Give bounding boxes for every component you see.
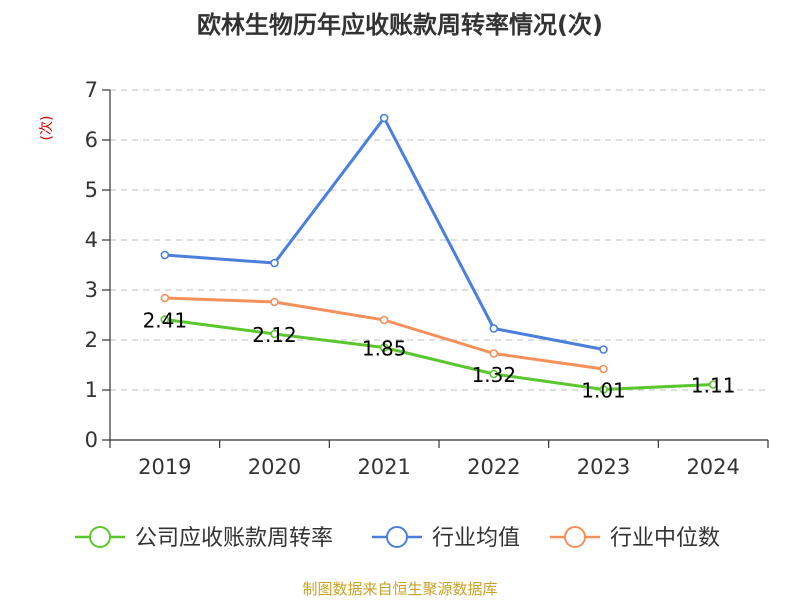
legend-marker [89, 526, 111, 548]
series-2 [160, 293, 608, 374]
series-line [164, 116, 604, 351]
legend-label: 行业均值 [432, 526, 520, 551]
data-label: 1.32 [472, 363, 517, 387]
legend-marker [386, 526, 408, 548]
chart-title: 欧林生物历年应收账款周转率情况(次) [197, 11, 603, 39]
y-tick-label: 2 [85, 328, 98, 352]
data-point [599, 345, 608, 354]
data-point [379, 343, 389, 352]
data-point [489, 369, 499, 379]
series-lines [160, 113, 718, 394]
series-1 [160, 113, 608, 354]
data-label: 1.11 [691, 374, 736, 398]
data-label: 2.41 [143, 309, 188, 333]
y-tick-label: 4 [85, 228, 98, 252]
data-point [160, 250, 170, 260]
data-point [599, 385, 608, 394]
data-point [160, 293, 170, 303]
y-axis-label: (次) [39, 116, 55, 141]
x-tick-label: 2023 [577, 455, 630, 479]
data-label: 2.12 [252, 323, 297, 347]
legend: 公司应收账款周转率 行业均值 行业中位数 [75, 526, 720, 551]
data-point [379, 315, 389, 325]
gridlines [110, 89, 768, 391]
legend-item-0: 公司应收账款周转率 [75, 526, 333, 551]
legend-item-1: 行业均值 [372, 526, 520, 551]
data-point [489, 324, 499, 333]
x-tick-label: 2019 [138, 455, 191, 479]
source-note: 制图数据来自恒生聚源数据库 [302, 580, 497, 598]
y-tick-label: 3 [85, 278, 98, 302]
legend-label: 公司应收账款周转率 [135, 526, 333, 551]
y-tick-label: 6 [85, 128, 98, 152]
series-line [164, 318, 714, 391]
data-point [270, 329, 279, 339]
data-point [270, 258, 279, 268]
x-tick-label: 2024 [686, 455, 739, 479]
data-label: 1.85 [362, 337, 407, 361]
y-tick-label: 5 [85, 178, 98, 202]
x-tick-label: 2022 [467, 455, 520, 479]
y-tick-label: 7 [85, 78, 98, 102]
y-tick-label: 1 [85, 378, 98, 402]
data-point [379, 113, 389, 123]
legend-marker [564, 526, 586, 548]
data-point [489, 349, 499, 358]
data-labels: 2.41 2.12 1.85 1.32 1.01 1.11 [143, 309, 736, 403]
x-tick-label: 2020 [248, 455, 301, 479]
y-tick-label: 0 [85, 428, 98, 452]
axes: 0 1 2 3 4 5 6 7 2019 2020 2021 2022 2023 2024 [85, 78, 769, 479]
data-point [599, 364, 608, 374]
data-label: 1.01 [581, 379, 626, 403]
series-0 [160, 315, 718, 394]
data-point [270, 297, 279, 307]
legend-item-2: 行业中位数 [550, 526, 720, 551]
legend-label: 行业中位数 [610, 526, 720, 551]
data-point [160, 315, 170, 324]
x-tick-label: 2021 [357, 455, 410, 479]
data-point [708, 380, 718, 389]
